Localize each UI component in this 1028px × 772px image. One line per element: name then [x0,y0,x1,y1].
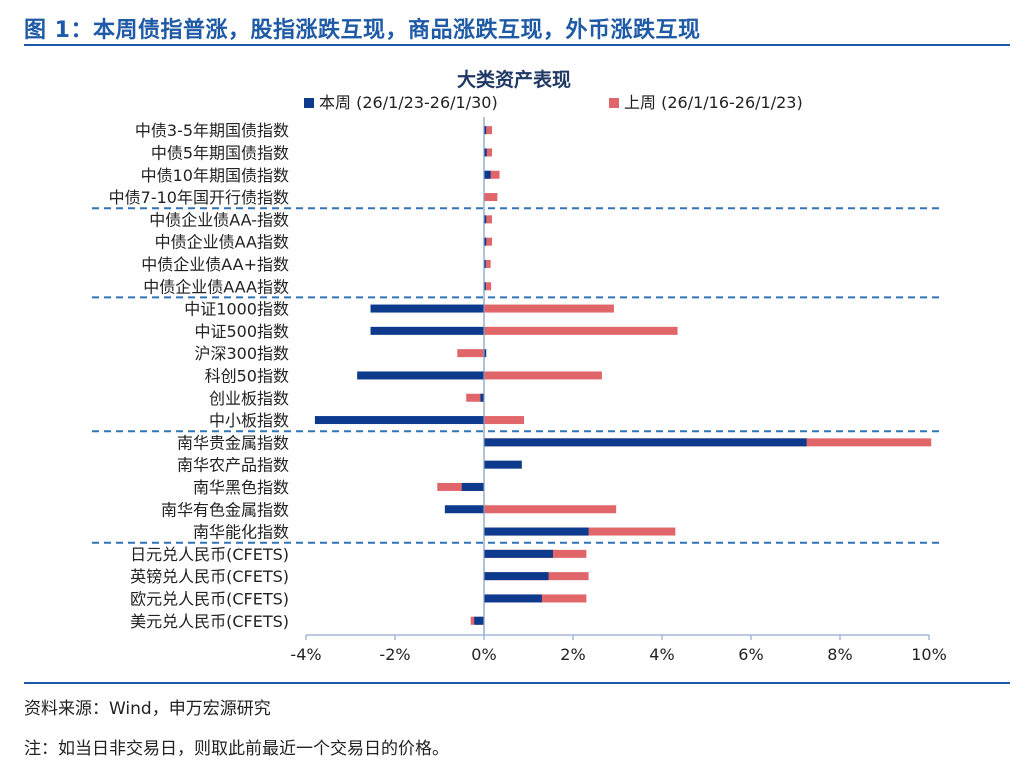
bar-this-week-4 [484,215,487,224]
x-tick-label: 0% [471,645,496,664]
y-tick-label: 美元兑人民币(CFETS) [130,612,289,631]
bar-last-week-11 [484,371,602,380]
y-tick-label: 欧元兑人民币(CFETS) [130,589,289,608]
source-note: 资料来源：Wind，申万宏源研究 [24,699,271,719]
bar-last-week-13 [484,416,525,425]
bar-this-week-8 [370,304,484,313]
chart-title: 大类资产表现 [457,68,571,91]
x-tick-label: 2% [560,645,585,664]
bar-this-week-21 [484,594,542,603]
bar-last-week-10 [457,349,484,358]
x-tick-label: -4% [290,645,321,664]
y-tick-label: 中债企业债AA-指数 [149,210,289,229]
bar-last-week-4 [484,215,493,224]
x-tick-label: -2% [379,645,410,664]
bar-this-week-0 [484,126,487,135]
bar-last-week-12 [466,393,484,402]
bar-this-week-6 [484,259,486,268]
y-tick-label: 英镑兑人民币(CFETS) [130,567,289,586]
y-tick-label: 中债企业债AA指数 [155,233,289,252]
footer-divider [24,682,1010,684]
y-tick-label: 沪深300指数 [194,344,289,363]
legend-swatch-last-week [609,98,619,108]
bar-last-week-16 [437,482,484,491]
y-tick-label: 南华农产品指数 [177,456,289,475]
bar-this-week-5 [484,237,487,246]
x-axis: -4% -2% 0% 2% 4% 6% 8% 10% [290,117,947,664]
y-tick-label: 科创50指数 [205,366,289,385]
bar-last-week-8 [484,304,614,313]
y-tick-label: 南华有色金属指数 [161,500,289,519]
bar-last-week-9 [484,326,678,335]
bar-this-week-22 [474,616,484,625]
y-tick-label: 南华能化指数 [193,523,289,542]
bar-this-week-20 [484,572,549,581]
y-tick-label: 日元兑人民币(CFETS) [130,545,289,564]
x-tick-label: 6% [738,645,763,664]
bar-last-week-7 [484,282,492,291]
bar-last-week-3 [484,193,498,202]
y-axis: 中债3-5年期国债指数中债5年期国债指数中债10年期国债指数中债7-10年国开行… [109,121,289,631]
bar-this-week-16 [461,482,484,491]
x-tick-label: 4% [649,645,674,664]
x-tick-label: 10% [911,645,947,664]
y-tick-label: 创业板指数 [209,389,289,408]
bar-last-week-1 [484,148,493,157]
bar-this-week-13 [314,416,484,425]
y-tick-label: 中证500指数 [194,322,289,341]
legend-label-this-week: 本周 (26/1/23-26/1/30) [319,93,498,112]
legend-swatch-this-week [304,98,314,108]
bar-this-week-12 [480,393,484,402]
footnote: 注：如当日非交易日，则取此前最近一个交易日的价格。 [24,739,449,759]
y-tick-label: 中证1000指数 [184,300,289,319]
y-tick-label: 南华黑色指数 [193,478,289,497]
bar-last-week-2 [484,170,500,179]
asset-performance-chart: 大类资产表现 本周 (26/1/23-26/1/30) 上周 (26/1/16-… [92,68,947,664]
y-tick-label: 中债3-5年期国债指数 [135,121,289,140]
bar-this-week-19 [484,549,553,558]
y-tick-label: 中债5年期国债指数 [151,143,289,162]
group-dividers [92,207,942,544]
y-tick-label: 中债10年期国债指数 [141,166,289,185]
bar-last-week-17 [484,505,617,514]
bar-this-week-11 [357,371,484,380]
y-tick-label: 中小板指数 [209,411,289,430]
bar-this-week-14 [484,438,807,447]
y-tick-label: 中债7-10年国开行债指数 [109,188,289,207]
bar-this-week-18 [484,527,589,536]
bar-this-week-1 [484,148,487,157]
x-tick-label: 8% [827,645,852,664]
bar-this-week-15 [484,460,522,469]
bar-last-week-0 [484,126,493,135]
bar-last-week-6 [484,259,491,268]
legend-label-last-week: 上周 (26/1/16-26/1/23) [624,93,803,112]
bar-this-week-10 [484,349,487,358]
bar-this-week-17 [444,505,484,514]
bar-this-week-9 [370,326,484,335]
y-tick-label: 南华贵金属指数 [177,433,289,452]
bar-last-week-5 [484,237,493,246]
bars [314,126,932,625]
y-tick-label: 中债企业债AAA指数 [143,277,289,296]
y-tick-label: 中债企业债AA+指数 [141,255,289,274]
bar-this-week-2 [484,170,491,179]
title-divider [24,44,1010,46]
figure-title: 图 1：本周债指普涨，股指涨跌互现，商品涨跌互现，外币涨跌互现 [24,18,701,43]
bar-this-week-7 [484,282,486,291]
legend: 本周 (26/1/23-26/1/30) 上周 (26/1/16-26/1/23… [304,93,803,112]
